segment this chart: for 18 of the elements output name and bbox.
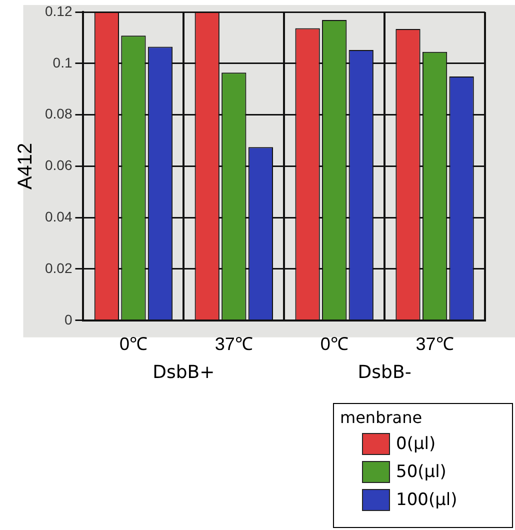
legend-label: 0(μl) (396, 434, 436, 454)
x-tick-label: 0℃ (119, 334, 148, 354)
text: DsbB+ (152, 362, 215, 384)
y-tick-label: 0.12 (45, 2, 72, 19)
y-tick-label: 0.04 (45, 208, 72, 224)
legend-label: 50(μl) (396, 462, 446, 482)
legend-label: 100(μl) (396, 490, 458, 510)
text: DsbB- (358, 362, 412, 384)
y-tick-label: 0 (64, 311, 72, 328)
y-tick-label: 0.1 (52, 54, 72, 70)
x-tick-label: 37℃ (214, 334, 253, 354)
y-tick-label: 0.02 (45, 260, 72, 276)
x-tick-label: 37℃ (416, 334, 454, 354)
y-tick-label: 0.06 (45, 157, 72, 174)
y-tick-label: 0.08 (45, 106, 72, 122)
x-tick-label: 0℃ (320, 334, 348, 354)
y-axis-title: A412 (14, 142, 37, 190)
legend-title: menbrane (340, 408, 424, 427)
